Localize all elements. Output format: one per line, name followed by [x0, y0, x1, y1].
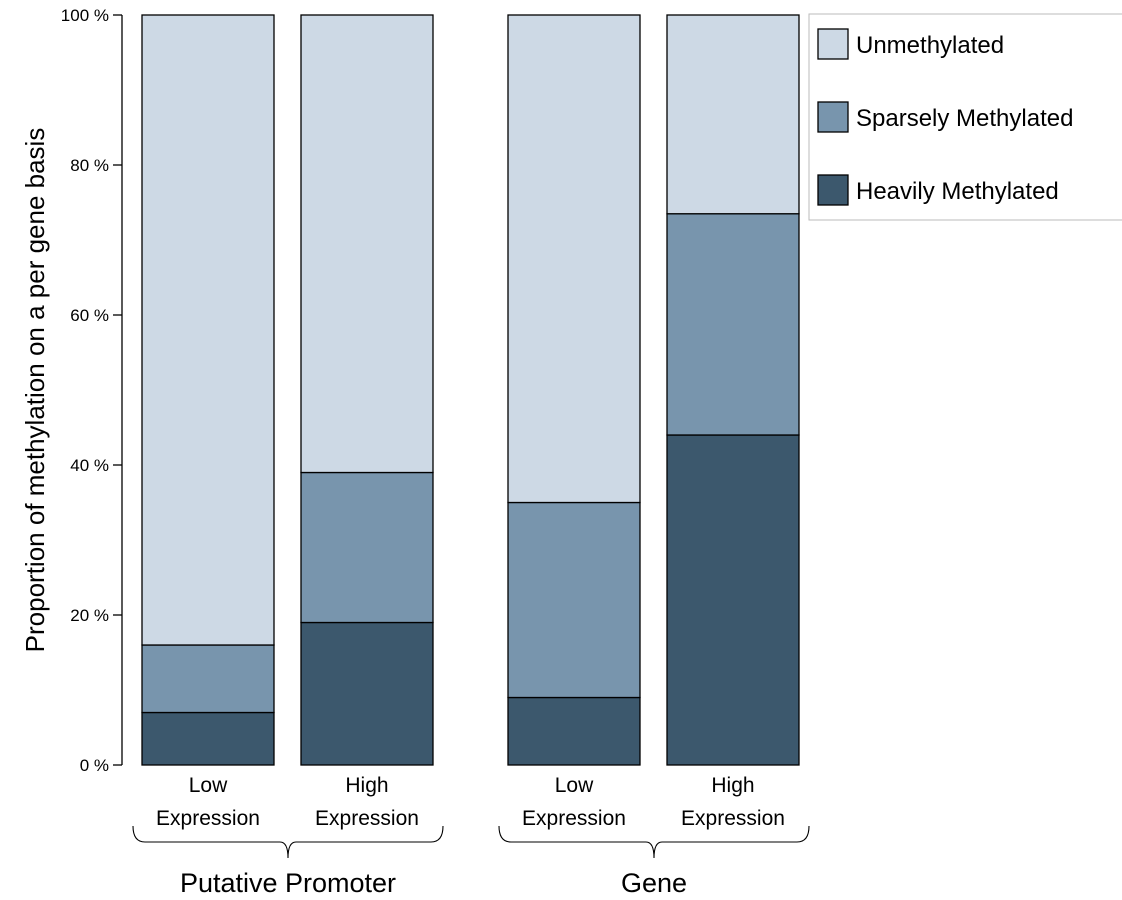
group-bracket: [132, 825, 444, 859]
x-category-label: Low: [189, 774, 228, 797]
group-label: Gene: [621, 868, 687, 898]
legend-swatch-unmethylated: [817, 28, 849, 60]
legend-box: [808, 13, 1122, 221]
legend: Unmethylated Sparsely Methylated Heavily M…: [808, 13, 1122, 221]
bar-segment-sparsely-methylated-2: [300, 471, 434, 624]
bar-segment-sparsely-methylated-1: [141, 644, 275, 714]
y-tick-label: 0 %: [80, 756, 109, 775]
x-category-label: High: [345, 774, 388, 797]
y-tick-label: 40 %: [70, 456, 109, 475]
bar-segment-sparsely-methylated-3: [507, 501, 641, 699]
x-category-label: Expression: [315, 807, 419, 830]
bar-segment-heavily-methylated-2: [300, 621, 434, 766]
x-axis-labels: Low Expression High Expression Low Expression…: [156, 774, 785, 830]
legend-label-sparsely-methylated: Sparsely Methylated: [856, 105, 1073, 132]
group-brackets: Putative Promoter Gene: [132, 825, 810, 898]
bar-segment-unmethylated-4: [666, 14, 800, 215]
legend-swatch-sparsely-methylated: [817, 101, 849, 133]
x-category-label: Expression: [522, 807, 626, 830]
bar-segment-unmethylated-2: [300, 14, 434, 474]
y-tick-label: 20 %: [70, 606, 109, 625]
bar-segment-heavily-methylated-3: [507, 696, 641, 766]
bar-segment-unmethylated-3: [507, 14, 641, 504]
bar-segment-heavily-methylated-4: [666, 434, 800, 766]
bars-layer: [141, 14, 800, 766]
legend-label-heavily-methylated: Heavily Methylated: [856, 178, 1059, 205]
y-tick-label: 80 %: [70, 156, 109, 175]
bar-segment-unmethylated-1: [141, 14, 275, 646]
y-tick-label: 60 %: [70, 306, 109, 325]
y-axis-label: Proportion of methylation on a per gene …: [20, 128, 50, 653]
legend-swatch-heavily-methylated: [817, 174, 849, 206]
legend-label-unmethylated: Unmethylated: [856, 32, 1004, 59]
y-tick-label: 100 %: [61, 6, 109, 25]
group-bracket: [498, 825, 810, 859]
group-label: Putative Promoter: [180, 868, 396, 898]
y-axis: 0 % 20 % 40 % 60 % 80 % 100 %: [61, 6, 123, 775]
bar-segment-sparsely-methylated-4: [666, 213, 800, 436]
x-category-label: High: [711, 774, 754, 797]
bar-segment-heavily-methylated-1: [141, 711, 275, 766]
x-category-label: Expression: [156, 807, 260, 830]
x-category-label: Expression: [681, 807, 785, 830]
x-category-label: Low: [555, 774, 594, 797]
